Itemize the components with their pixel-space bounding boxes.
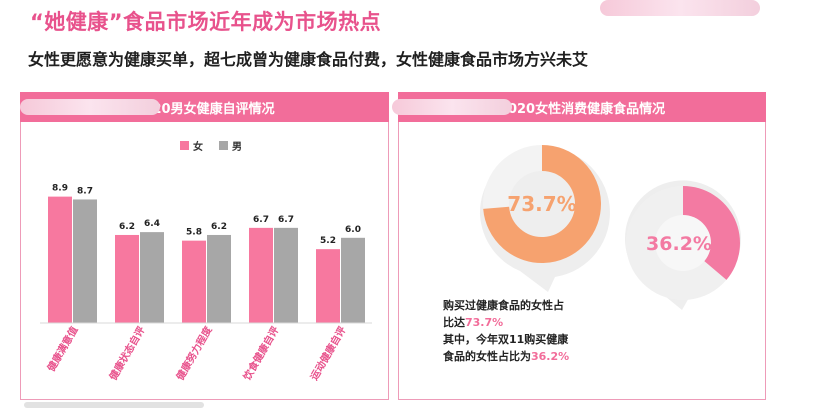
bar-value-label-0-4: 5.2 [320,236,336,246]
legend-female: 女 [180,138,203,153]
category-label-1: 健康状态自评 [106,324,147,382]
donut-2-value-label: 36.2% [646,233,712,255]
page-subtitle: 女性更愿意为健康买单，超七成曾为健康食品付费，女性健康食品市场方兴未艾 [28,50,589,69]
legend-male-label: 男 [232,142,242,153]
bar-value-label-1-4: 6.0 [345,225,361,235]
page-title: “她健康”食品市场近年成为市场热点 [30,10,382,34]
category-label-3: 饮食健康自评 [240,324,282,383]
bar-female-2 [182,240,206,323]
blurred-watermark-top [600,0,760,16]
legend-male: 男 [219,138,242,153]
bar-male-2 [207,234,231,323]
bar-female-3 [249,227,273,323]
legend-male-swatch [219,141,228,150]
bar-value-label-0-0: 8.9 [52,184,68,194]
category-label-0: 健康满意值 [44,324,80,374]
note-line-1: 购买过健康食品的女性占 [443,299,564,312]
note-line-3: 其中，今年双11购买健康 [443,333,569,346]
bar-value-label-1-0: 8.7 [77,186,93,196]
note-line-4: 食品的女性占比为36.2% [443,348,643,365]
note-line-2: 比达73.7% [443,314,643,331]
legend-female-label: 女 [193,142,203,153]
bar-male-0 [73,199,97,323]
bar-value-label-1-3: 6.7 [278,215,294,225]
blurred-source-footnote [24,402,204,408]
category-label-2: 健康努力程度 [173,323,215,382]
donut-1-value-label: 73.7% [507,192,576,216]
bar-male-1 [140,232,164,323]
donut-1-slice [483,145,601,263]
bar-female-1 [115,234,139,323]
bar-female-0 [48,196,72,323]
blurred-watermark-left [20,99,160,115]
bar-male-4 [341,237,365,323]
stats-note: 购买过健康食品的女性占 比达73.7% 其中，今年双11购买健康 食品的女性占比… [443,297,643,365]
note-value-1: 73.7% [465,316,504,329]
legend-female-swatch [180,141,189,150]
donut-2-hole [655,215,711,271]
bar-chart-legend: 女 男 [180,138,242,153]
bar-female-4 [316,249,340,323]
note-line-2-prefix: 比达 [443,316,465,329]
donut-2-slice [683,186,741,280]
bar-value-label-1-1: 6.4 [144,219,160,229]
bar-value-label-0-2: 5.8 [186,228,202,238]
bar-value-label-0-1: 6.2 [119,222,135,232]
bar-value-label-1-2: 6.2 [211,222,227,232]
blurred-watermark-right [392,99,512,115]
bar-value-label-0-3: 6.7 [253,215,269,225]
note-value-2: 36.2% [531,350,570,363]
note-line-4-prefix: 食品的女性占比为 [443,350,531,363]
bar-male-3 [274,227,298,323]
category-label-4: 运动健康自评 [307,324,348,382]
